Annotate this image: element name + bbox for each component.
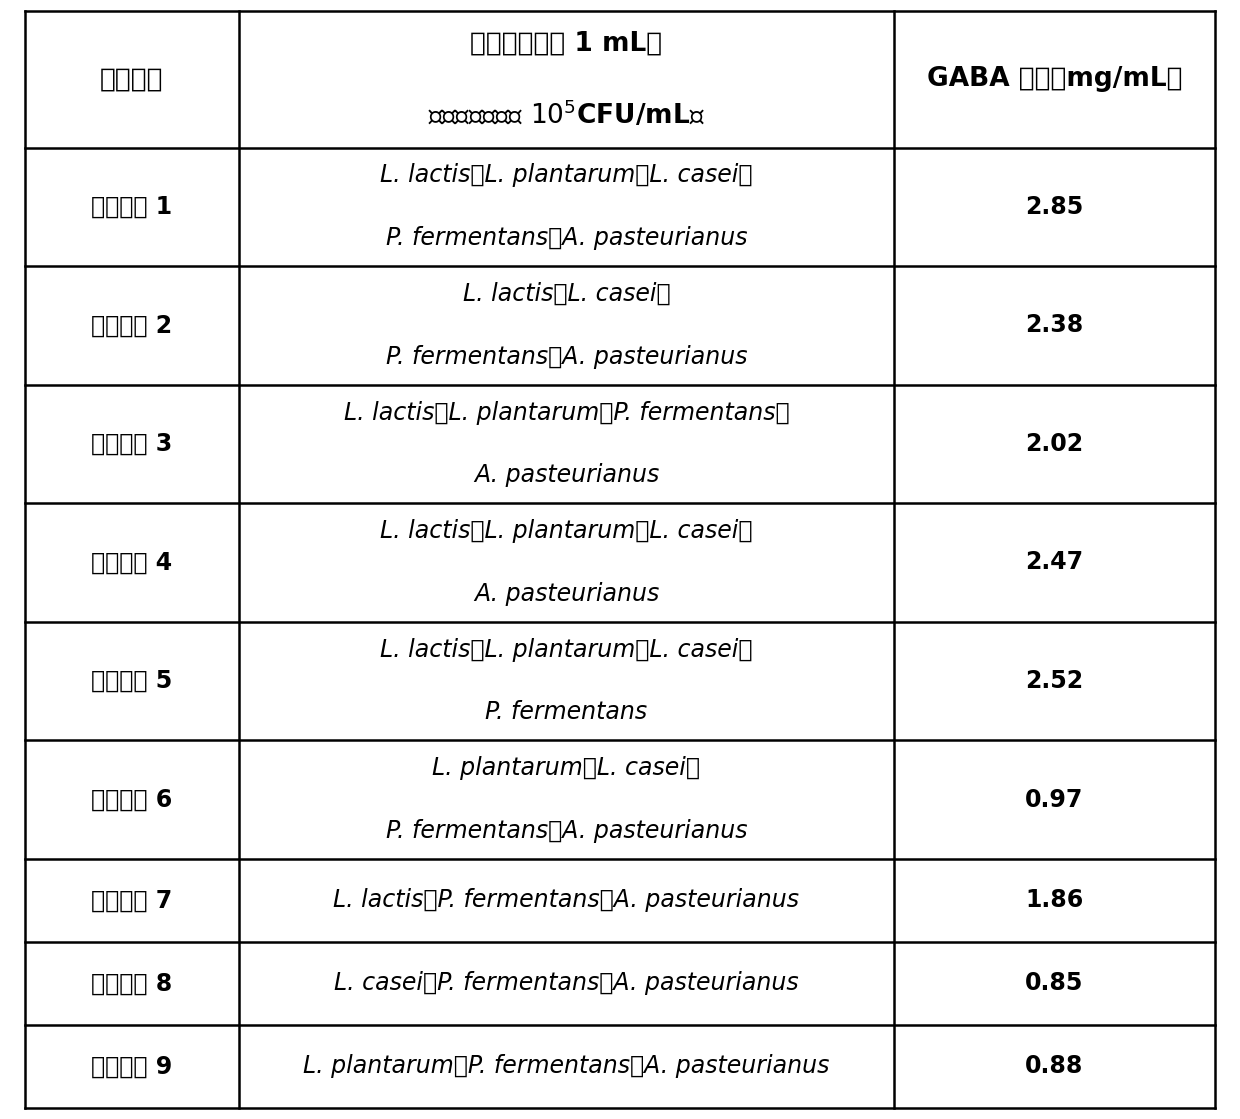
Text: 发酵菌剂 8: 发酵菌剂 8 <box>92 971 172 995</box>
Text: 发酵菌剂 7: 发酵菌剂 7 <box>92 888 172 912</box>
Text: P. fermentans、A. pasteurianus: P. fermentans、A. pasteurianus <box>386 345 748 368</box>
Text: 发酵菌剂: 发酵菌剂 <box>100 66 164 93</box>
Text: A. pasteurianus: A. pasteurianus <box>474 463 658 487</box>
Text: 发酵菌剂 4: 发酵菌剂 4 <box>92 551 172 574</box>
Text: L. lactis、P. fermentans、A. pasteurianus: L. lactis、P. fermentans、A. pasteurianus <box>334 888 800 912</box>
Text: 发酵菌剂 9: 发酵菌剂 9 <box>92 1054 172 1079</box>
Text: L. lactis、L. plantarum、L. casei、: L. lactis、L. plantarum、L. casei、 <box>381 519 753 543</box>
Text: 2.85: 2.85 <box>1025 195 1084 219</box>
Text: 发酵菌剂 6: 发酵菌剂 6 <box>92 788 172 811</box>
Text: 1.86: 1.86 <box>1025 888 1084 912</box>
Text: 2.38: 2.38 <box>1025 313 1084 337</box>
Text: L. plantarum、P. fermentans、A. pasteurianus: L. plantarum、P. fermentans、A. pasteurian… <box>304 1054 830 1079</box>
Text: 0.97: 0.97 <box>1025 788 1084 811</box>
Text: L. lactis、L. plantarum、L. casei、: L. lactis、L. plantarum、L. casei、 <box>381 163 753 188</box>
Text: L. lactis、L. plantarum、L. casei、: L. lactis、L. plantarum、L. casei、 <box>381 638 753 661</box>
Text: L. casei、P. fermentans、A. pasteurianus: L. casei、P. fermentans、A. pasteurianus <box>334 971 799 995</box>
Text: 0.85: 0.85 <box>1025 971 1084 995</box>
Text: 发酵菌剂 1: 发酵菌剂 1 <box>92 195 172 219</box>
Text: P. fermentans、A. pasteurianus: P. fermentans、A. pasteurianus <box>386 226 748 251</box>
Text: P. fermentans: P. fermentans <box>485 700 647 724</box>
Text: GABA 含量（mg/mL）: GABA 含量（mg/mL） <box>926 66 1182 93</box>
Text: 发酵菌剂 3: 发酵菌剂 3 <box>92 432 172 455</box>
Text: 2.47: 2.47 <box>1025 551 1084 574</box>
Text: 2.02: 2.02 <box>1025 432 1084 455</box>
Text: 发酵菌剂 5: 发酵菌剂 5 <box>92 669 172 693</box>
Text: L. lactis、L. casei、: L. lactis、L. casei、 <box>463 282 671 305</box>
Text: A. pasteurianus: A. pasteurianus <box>474 582 658 605</box>
Text: P. fermentans、A. pasteurianus: P. fermentans、A. pasteurianus <box>386 819 748 843</box>
Text: 0.88: 0.88 <box>1025 1054 1084 1079</box>
Text: L. lactis、L. plantarum、P. fermentans、: L. lactis、L. plantarum、P. fermentans、 <box>343 401 789 424</box>
Text: 2.52: 2.52 <box>1025 669 1084 693</box>
Text: 菌种组合（各 1 mL，: 菌种组合（各 1 mL， <box>470 30 662 57</box>
Text: L. plantarum、L. casei、: L. plantarum、L. casei、 <box>433 756 701 780</box>
Text: 各菌种浓度均为 $10^5$CFU/mL）: 各菌种浓度均为 $10^5$CFU/mL） <box>428 100 704 131</box>
Text: 发酵菌剂 2: 发酵菌剂 2 <box>92 313 172 337</box>
